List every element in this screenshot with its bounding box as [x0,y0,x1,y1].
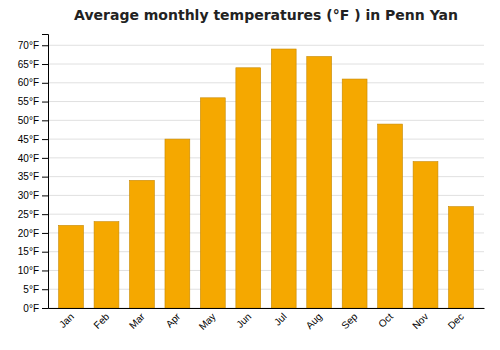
x-axis: Jan Feb Mar Apr May Jun Jul Aug Sep Oct Nov Dec [49,309,485,332]
axis-line [49,308,485,309]
tick: 70°F [18,40,48,51]
tick-label: 15°F [18,246,39,257]
bar [236,68,261,308]
tick-mark [42,289,48,290]
grid-line [48,157,484,158]
tick: 45°F [18,134,48,145]
bar [200,98,225,308]
tick: Nov [410,311,430,331]
tick: Jul [272,311,289,328]
grid-line [48,64,484,65]
tick-mark [42,214,48,215]
tick-label: 45°F [18,134,39,145]
tick-mark [42,177,48,178]
tick-label: Jun [234,311,253,330]
tick-label: 0°F [23,303,39,314]
tick-label: 50°F [18,115,39,126]
tick: Apr [164,310,183,329]
y-axis: 0°F 5°F 10°F 15°F 20°F 25°F 30°F 35°F 40°F 45°F 50… [18,35,49,314]
tick-label: 10°F [18,265,39,276]
bar [271,49,296,308]
tick-mark [42,158,48,159]
tick-mark [42,83,48,84]
tick: Dec [446,311,466,331]
tick-label: 35°F [18,171,39,182]
tick: 50°F [18,115,48,126]
tick-label: Mar [127,310,147,330]
tick: 65°F [18,59,48,70]
grid-line [48,101,484,102]
chart: Average monthly temperatures (°F ) in Pe… [0,0,500,350]
bar [94,222,119,308]
tick-mark [42,233,48,234]
tick-label: 55°F [18,96,39,107]
tick-label: Dec [446,311,466,331]
tick: 60°F [18,77,48,88]
tick: 35°F [18,171,48,182]
tick-label: Sep [339,311,360,332]
tick-mark [42,102,48,103]
tick: 15°F [18,246,48,257]
bar [342,79,367,308]
tick-mark [42,252,48,253]
tick: 0°F [23,303,48,314]
tick-mark [42,139,48,140]
tick-label: Jul [272,311,289,328]
tick-label: 60°F [18,77,39,88]
tick-label: 65°F [18,59,39,70]
tick-mark [42,308,48,309]
grid-line [48,139,484,140]
bar [413,162,438,308]
tick: Aug [304,311,324,331]
tick: Jun [234,311,253,330]
title: Average monthly temperatures (°F ) in Pe… [74,7,458,23]
bar [378,124,403,308]
grid-line [48,45,484,46]
tick-label: Jan [57,311,76,330]
tick-label: 25°F [18,209,39,220]
tick: 20°F [18,228,48,239]
tick-label: 30°F [18,190,39,201]
tick: 10°F [18,265,48,276]
tick-label: 5°F [23,284,39,295]
bar [307,57,332,308]
plot: 0°F 5°F 10°F 15°F 20°F 25°F 30°F 35°F 40°F 45°F 50… [18,35,485,332]
tick-label: May [197,311,218,332]
bar [130,180,155,308]
tick-label: 70°F [18,40,39,51]
tick-mark [42,120,48,121]
tick-label: Nov [410,311,430,331]
tick-label: Feb [91,311,111,331]
tick: Oct [376,311,395,330]
tick-label: 20°F [18,228,39,239]
tick-label: Aug [304,311,324,331]
bar [165,139,190,308]
tick: 55°F [18,96,48,107]
tick: Sep [339,311,360,332]
tick: 30°F [18,190,48,201]
tick-label: Apr [164,310,183,329]
grid-line [48,120,484,121]
tick: 40°F [18,153,48,164]
tick-mark [42,64,48,65]
tick-mark [42,45,48,46]
grid-line [48,82,484,83]
tick: 25°F [18,209,48,220]
tick: Mar [127,310,147,330]
tick-label: Oct [376,311,395,330]
tick-label: 40°F [18,153,39,164]
tick: Feb [91,311,111,331]
tick-mark [42,195,48,196]
grid [48,45,484,308]
axis-line [42,35,49,309]
tick-mark [42,270,48,271]
tick: May [197,311,218,332]
bars [59,49,474,308]
tick: Jan [57,311,76,330]
bar [59,225,84,308]
bar [449,207,474,308]
tick: 5°F [23,284,48,295]
